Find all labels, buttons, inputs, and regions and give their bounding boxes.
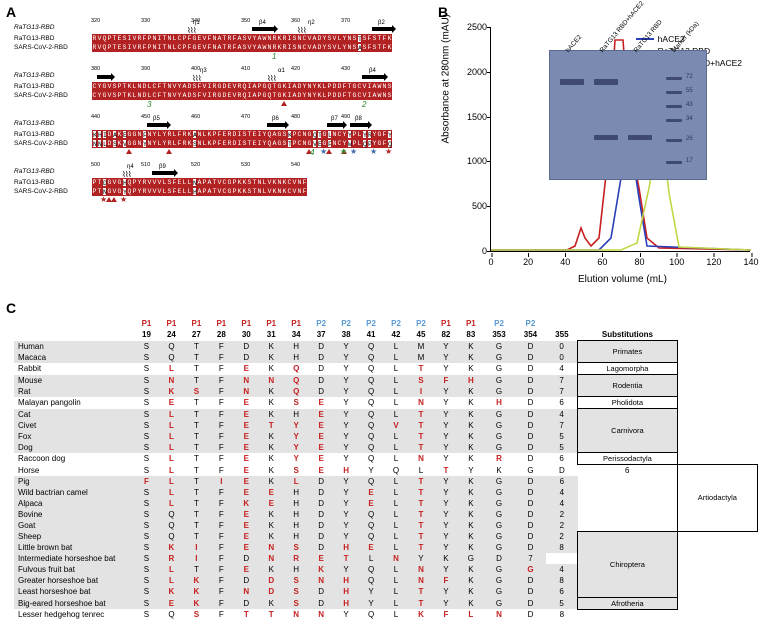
panel-b-chromatogram: Absorbance at 280nm (mAU) Elution volume… — [438, 18, 760, 293]
chart-area: hACE2RaTG13 RBDRaTG13 RBD+hACE2 hACE2RaT… — [490, 28, 750, 252]
gel-inset: hACE2RaTG13 RBD+hACE2RaTG13 RBDMarker (k… — [549, 50, 707, 180]
panel-c-table: P1P1P1P1P1P1P1P2P2P2P2P2P1P1P2P219242728… — [14, 318, 758, 620]
y-axis-label: Absorbance at 280nm (mAU) — [441, 14, 452, 144]
panel-c-label: C — [6, 300, 16, 316]
x-axis-label: Elution volume (mL) — [578, 274, 667, 285]
panel-a-alignment: 320330340350360370RaTG13-RBD⌇⌇⌇η1β4⌇⌇⌇η2… — [14, 18, 424, 288]
